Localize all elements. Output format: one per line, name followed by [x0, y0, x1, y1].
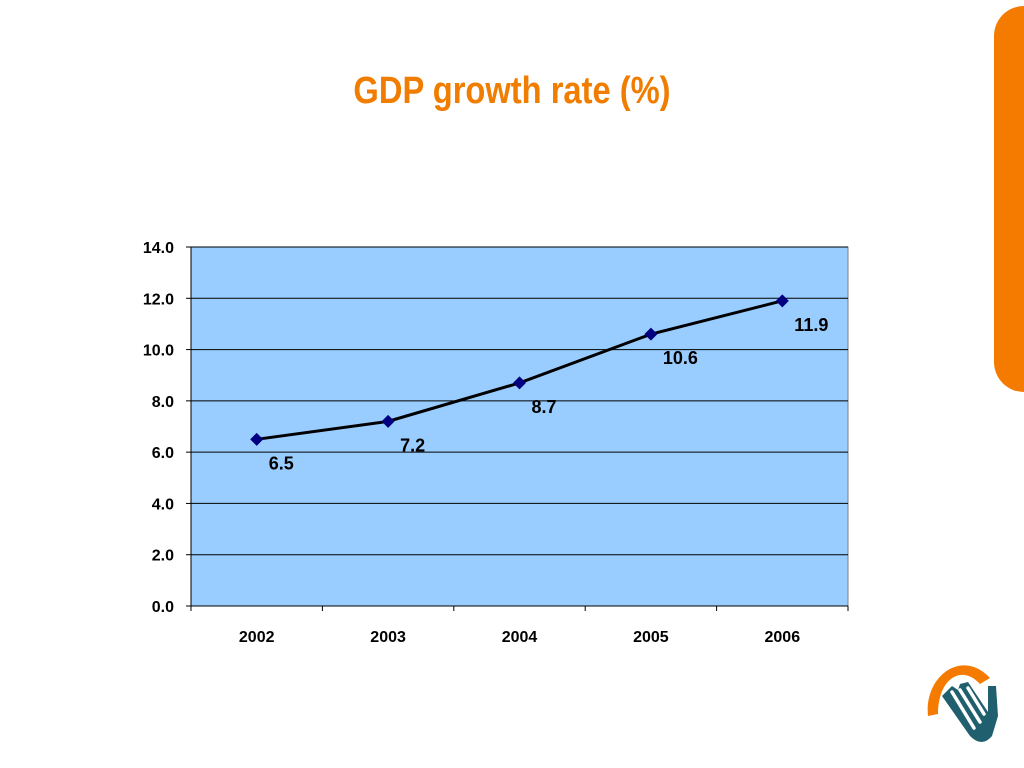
data-point-marker [250, 432, 264, 446]
y-tick-label: 0.0 [152, 599, 174, 616]
data-point-marker [381, 414, 395, 428]
data-point-marker [775, 294, 789, 308]
data-label: 7.2 [400, 435, 425, 455]
data-label: 6.5 [269, 453, 294, 473]
y-tick-label: 10.0 [143, 343, 174, 360]
x-tick-label: 2003 [370, 629, 406, 646]
plot-area [190, 246, 849, 607]
data-point-marker [644, 327, 658, 341]
data-label: 8.7 [532, 397, 557, 417]
hand-logo-icon [927, 665, 998, 742]
y-tick-label: 2.0 [152, 548, 174, 565]
page-title: GDP growth rate (%) [353, 70, 671, 112]
x-tick-label: 2005 [633, 629, 669, 646]
data-label: 10.6 [663, 348, 698, 368]
side-accent-bar [994, 6, 1024, 392]
y-tick-label: 6.0 [152, 445, 174, 462]
y-tick-label: 4.0 [152, 496, 174, 513]
y-tick-label: 14.0 [143, 240, 174, 257]
x-tick-label: 2006 [765, 629, 801, 646]
y-tick-label: 12.0 [143, 291, 174, 308]
y-tick-label: 8.0 [152, 394, 174, 411]
data-point-marker [513, 376, 526, 390]
data-label: 11.9 [794, 315, 828, 335]
x-tick-label: 2002 [239, 629, 275, 646]
x-tick-label: 2004 [502, 629, 538, 646]
